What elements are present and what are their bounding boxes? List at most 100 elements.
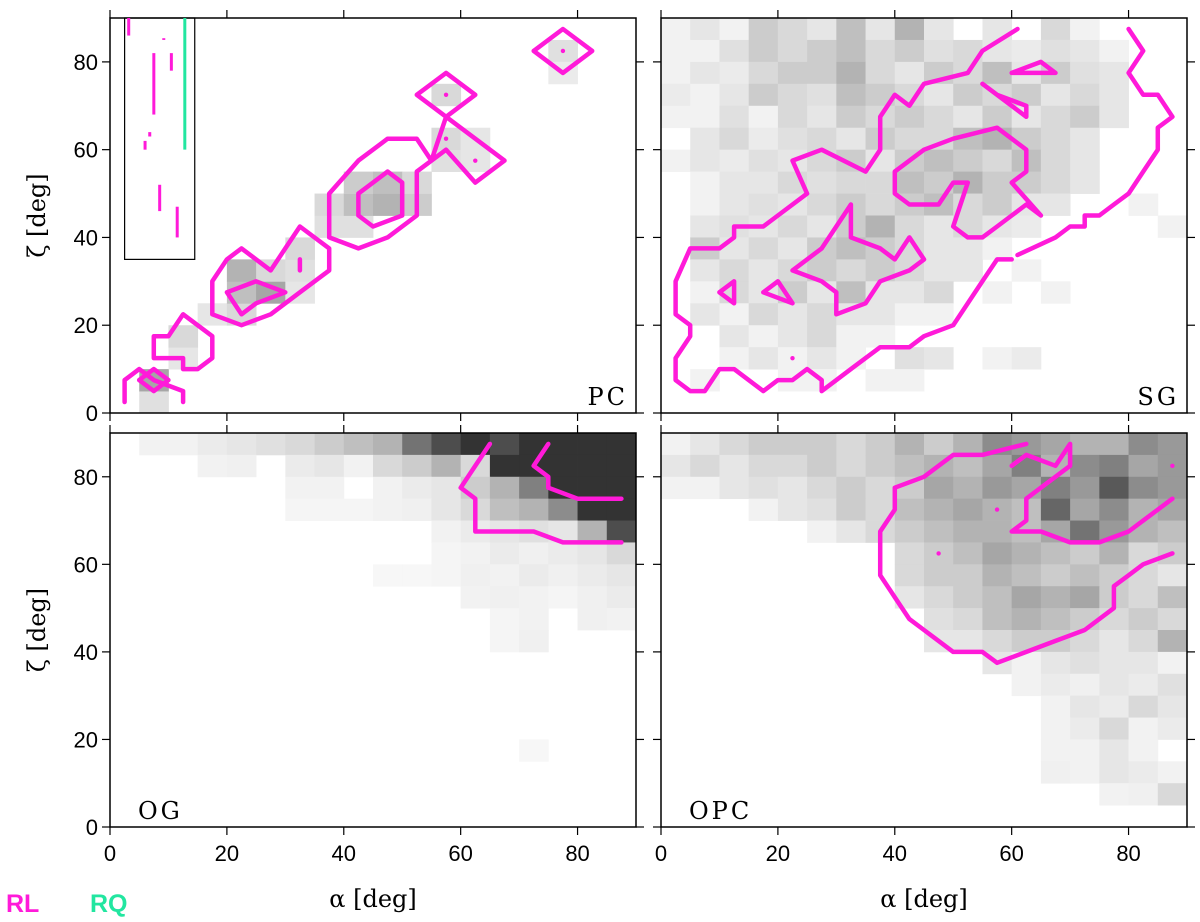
heatmap-cell bbox=[777, 498, 808, 521]
heatmap-cell bbox=[1157, 433, 1187, 456]
og-ticks: 0 20 40 60 80 0 20 40 60 80 bbox=[74, 425, 644, 866]
heatmap-cell bbox=[548, 586, 578, 609]
heatmap-cell bbox=[519, 564, 549, 587]
heatmap-cell bbox=[1011, 651, 1042, 675]
heatmap-cell bbox=[548, 520, 578, 543]
heatmap-cell bbox=[836, 237, 866, 260]
heatmap-cell bbox=[894, 281, 925, 304]
heatmap-cell bbox=[577, 433, 608, 456]
heatmap-cell bbox=[748, 193, 779, 216]
sg-heatmap bbox=[661, 18, 1187, 392]
heatmap-cell bbox=[748, 237, 779, 260]
heatmap-cell bbox=[836, 498, 866, 521]
contour-rl bbox=[1009, 59, 1058, 76]
heatmap-cell bbox=[807, 259, 837, 282]
heatmap-cell bbox=[519, 739, 549, 762]
heatmap-cell bbox=[807, 498, 837, 521]
heatmap-cell bbox=[606, 476, 636, 500]
heatmap-cell bbox=[1040, 586, 1071, 609]
heatmap-cell bbox=[1040, 39, 1071, 63]
heatmap-cell bbox=[489, 630, 520, 653]
heatmap-cell bbox=[1128, 783, 1159, 806]
heatmap-cell bbox=[894, 347, 925, 370]
heatmap-cell bbox=[865, 39, 896, 63]
heatmap-cell bbox=[661, 476, 691, 500]
og-panel-label: OG bbox=[138, 797, 183, 825]
heatmap-cell bbox=[836, 476, 866, 500]
heatmap-cell bbox=[953, 433, 983, 456]
heatmap-cell bbox=[373, 171, 403, 194]
heatmap-cell bbox=[690, 433, 720, 456]
heatmap-cell bbox=[924, 18, 954, 41]
heatmap-cell bbox=[1011, 259, 1042, 282]
heatmap-cell bbox=[836, 325, 866, 348]
heatmap-cell bbox=[894, 498, 925, 521]
heatmap-cell bbox=[373, 454, 403, 478]
heatmap-cell bbox=[865, 83, 896, 107]
heatmap-cell bbox=[836, 454, 866, 478]
heatmap-cell bbox=[690, 193, 720, 216]
heatmap-cell bbox=[402, 498, 432, 521]
heatmap-cell bbox=[431, 433, 462, 456]
pc-panel-label: PC bbox=[587, 383, 628, 411]
heatmap-cell bbox=[982, 586, 1013, 609]
heatmap-cell bbox=[1099, 83, 1129, 107]
heatmap-cell bbox=[1070, 127, 1100, 151]
heatmap-cell bbox=[431, 520, 462, 543]
heatmap-cell bbox=[1128, 586, 1159, 609]
heatmap-cell bbox=[1099, 498, 1129, 521]
legend-rl: RL bbox=[6, 890, 40, 918]
heatmap-cell bbox=[1157, 608, 1187, 631]
heatmap-cell bbox=[777, 61, 808, 85]
heatmap-cell bbox=[1157, 630, 1187, 653]
heatmap-cell bbox=[1040, 520, 1071, 543]
pc-ticks: 0 20 40 60 80 bbox=[74, 10, 644, 426]
heatmap-cell bbox=[690, 281, 720, 304]
heatmap-cell bbox=[1157, 651, 1187, 675]
x-tick-label: 80 bbox=[565, 841, 589, 866]
panel-opc: 0 20 40 60 80 α [deg] OPC bbox=[653, 425, 1195, 913]
heatmap-cell bbox=[953, 39, 983, 63]
heatmap-cell bbox=[894, 39, 925, 63]
heatmap-cell bbox=[924, 303, 954, 326]
heatmap-cell bbox=[343, 454, 374, 478]
heatmap-cell bbox=[1157, 717, 1187, 740]
heatmap-cell bbox=[719, 39, 750, 63]
heatmap-cell bbox=[690, 149, 720, 173]
heatmap-cell bbox=[1099, 651, 1129, 675]
heatmap-cell bbox=[719, 105, 750, 129]
heatmap-cell bbox=[894, 454, 925, 478]
contour-rl bbox=[151, 312, 215, 372]
heatmap-cell bbox=[1099, 105, 1129, 129]
heatmap-cell bbox=[953, 542, 983, 565]
heatmap-cell bbox=[285, 454, 315, 478]
heatmap-cell bbox=[606, 498, 636, 521]
contour-rl bbox=[136, 366, 171, 394]
heatmap-cell bbox=[1128, 739, 1159, 762]
heatmap-cell bbox=[865, 149, 896, 173]
heatmap-cell bbox=[836, 433, 866, 456]
contour-dot bbox=[1170, 463, 1175, 469]
heatmap-cell bbox=[1099, 476, 1129, 500]
og-y-axis-label: ζ [deg] bbox=[23, 588, 51, 672]
heatmap-cell bbox=[924, 127, 954, 151]
heatmap-cell bbox=[577, 520, 608, 543]
heatmap-cell bbox=[343, 215, 374, 238]
heatmap-cell bbox=[690, 127, 720, 151]
heatmap-cell bbox=[953, 564, 983, 587]
contour-rl bbox=[224, 279, 288, 317]
heatmap-cell bbox=[719, 325, 750, 348]
heatmap-cell bbox=[1070, 171, 1100, 194]
og-x-axis-label: α [deg] bbox=[329, 885, 417, 913]
heatmap-cell bbox=[777, 215, 808, 238]
heatmap-cell bbox=[489, 586, 520, 609]
contour-rl bbox=[458, 441, 624, 545]
heatmap-cell bbox=[953, 237, 983, 260]
heatmap-cell bbox=[777, 303, 808, 326]
heatmap-cell bbox=[1099, 783, 1129, 806]
heatmap-cell bbox=[1040, 695, 1071, 718]
heatmap-cell bbox=[1040, 127, 1071, 151]
heatmap-cell bbox=[402, 454, 432, 478]
heatmap-cell bbox=[402, 433, 432, 456]
heatmap-cell bbox=[1128, 433, 1159, 456]
